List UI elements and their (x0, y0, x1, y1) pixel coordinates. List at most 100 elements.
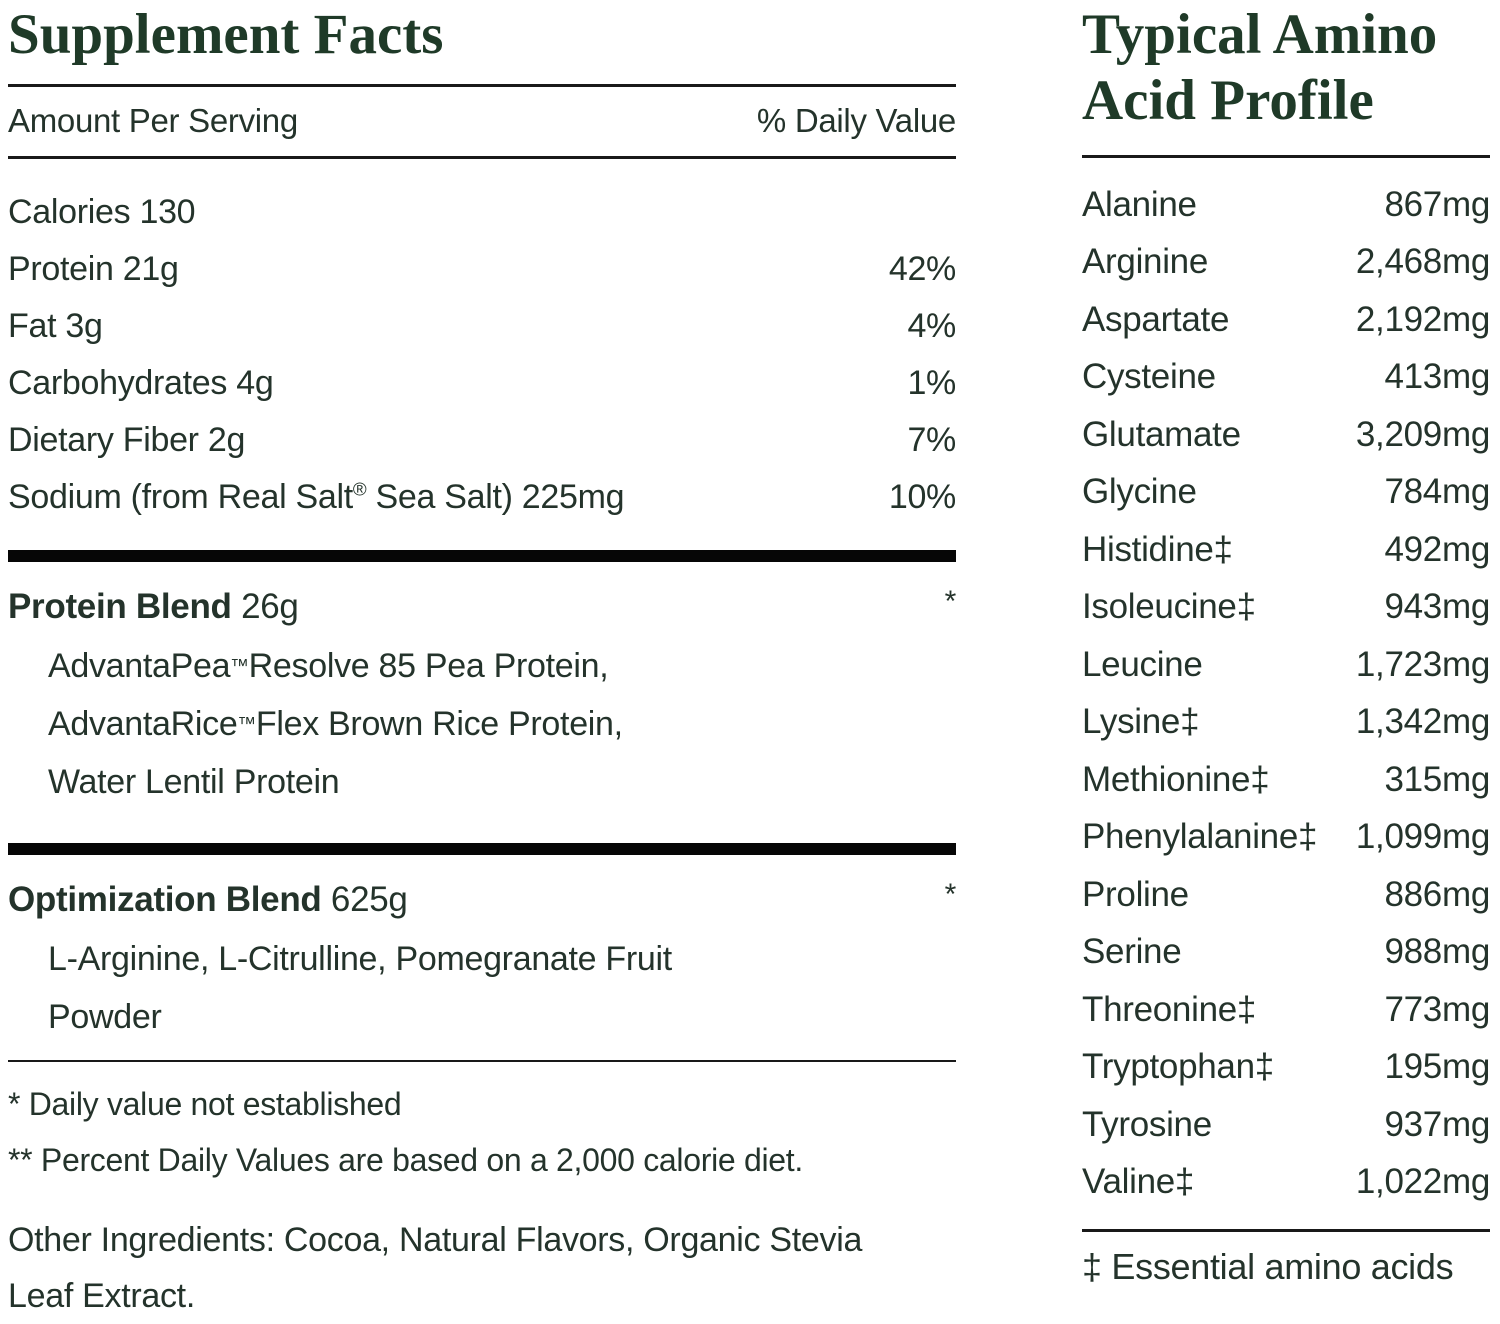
amino-amount: 867mg (1384, 184, 1490, 224)
amino-amount: 937mg (1384, 1104, 1490, 1144)
amino-name: Aspartate (1082, 299, 1230, 339)
amino-amount: 1,099mg (1355, 817, 1490, 857)
nutrient-daily-value: 42% (888, 250, 956, 288)
amino-row: Glycine 784mg (1082, 464, 1490, 522)
nutrient-row: Calories 130 (8, 184, 956, 241)
blend-amount: 26g (241, 587, 299, 626)
amino-row: Histidine‡ 492mg (1082, 521, 1490, 579)
blend-name: Protein Blend (8, 587, 232, 626)
section-bar-protein-blend (8, 550, 956, 562)
amino-row: Isoleucine‡ 943mg (1082, 579, 1490, 637)
amino-name: Histidine‡ (1082, 529, 1233, 569)
amount-per-serving-label: Amount Per Serving (8, 102, 298, 139)
footnote-line: * Daily value not established (8, 1085, 402, 1122)
ingredient-line: Powder (48, 997, 162, 1036)
nutrient-row: Dietary Fiber 2g 7% (8, 412, 956, 469)
amino-row: Alanine 867mg (1082, 176, 1490, 234)
amino-row: Glutamate 3,209mg (1082, 406, 1490, 464)
ingredient-line: AdvantaRice ™ Flex Brown Rice Protein, (48, 704, 623, 743)
nutrient-label: Protein 21g (8, 250, 179, 288)
optimization-blend-title: Optimization Blend 625g (8, 880, 408, 920)
amino-row: Leucine 1,723mg (1082, 636, 1490, 694)
nutrient-rows: Calories 130 Protein 21g 42% Fat 3g 4% C… (8, 184, 956, 526)
amino-name: Isoleucine‡ (1082, 587, 1256, 627)
amino-name: Valine‡ (1082, 1162, 1195, 1202)
blend-daily-value-asterisk: * (944, 585, 957, 618)
amino-amount: 3,209mg (1355, 414, 1490, 454)
facts-column-header: Amount Per Serving % Daily Value (8, 87, 956, 156)
facts-header-rule (8, 156, 956, 159)
amino-rows: Alanine 867mg Arginine 2,468mg Aspartate… (1082, 176, 1490, 1211)
footnotes: * Daily value not established ** Percent… (8, 1076, 956, 1188)
amino-row: Phenylalanine‡ 1,099mg (1082, 809, 1490, 867)
amino-name: Proline (1082, 874, 1189, 914)
section-bar-optimization-blend (8, 843, 956, 855)
essential-amino-footnote: ‡ Essential amino acids (1082, 1246, 1454, 1287)
nutrient-label: Calories 130 (8, 193, 196, 231)
blend-amount: 625g (330, 880, 408, 919)
amino-title-line2: Acid Profile (1082, 69, 1374, 132)
protein-blend-ingredients: AdvantaPea ™ Resolve 85 Pea Protein, Adva… (8, 637, 956, 811)
amino-amount: 773mg (1384, 989, 1490, 1029)
amino-amount: 2,192mg (1355, 299, 1490, 339)
amino-amount: 2,468mg (1355, 242, 1490, 282)
amino-row: Tryptophan‡ 195mg (1082, 1039, 1490, 1097)
amino-amount: 492mg (1384, 529, 1490, 569)
amino-amount: 195mg (1384, 1047, 1490, 1087)
amino-name: Phenylalanine‡ (1082, 817, 1318, 857)
amino-row: Serine 988mg (1082, 924, 1490, 982)
amino-title-rule (1082, 155, 1490, 158)
other-ingredients-text: Other Ingredients: Cocoa, Natural Flavor… (8, 1221, 863, 1315)
amino-name: Threonine‡ (1082, 989, 1257, 1029)
amino-row: Valine‡ 1,022mg (1082, 1154, 1490, 1212)
amino-amount: 943mg (1384, 587, 1490, 627)
amino-row: Lysine‡ 1,342mg (1082, 694, 1490, 752)
amino-name: Arginine (1082, 242, 1209, 282)
nutrient-row: Carbohydrates 4g 1% (8, 355, 956, 412)
optimization-blend-header: Optimization Blend 625g * (8, 880, 956, 920)
amino-name: Tyrosine (1082, 1104, 1212, 1144)
amino-name: Leucine (1082, 644, 1203, 684)
amino-row: Arginine 2,468mg (1082, 234, 1490, 292)
amino-bottom-rule (1082, 1229, 1490, 1232)
amino-profile-title: Typical Amino Acid Profile (1082, 2, 1490, 134)
amino-row: Methionine‡ 315mg (1082, 751, 1490, 809)
ingredient-line: L-Arginine, L-Citrulline, Pomegranate Fr… (48, 939, 672, 978)
nutrient-daily-value: 4% (907, 307, 956, 345)
nutrient-daily-value: 1% (907, 364, 956, 402)
amino-amount: 988mg (1384, 932, 1490, 972)
ingredient-line: AdvantaPea ™ Resolve 85 Pea Protein, (48, 646, 609, 685)
amino-amount: 1,342mg (1355, 702, 1490, 742)
amino-name: Tryptophan‡ (1082, 1047, 1274, 1087)
amino-name: Alanine (1082, 184, 1197, 224)
amino-row: Proline 886mg (1082, 866, 1490, 924)
protein-blend-header: Protein Blend 26g * (8, 587, 956, 627)
nutrient-row: Fat 3g 4% (8, 298, 956, 355)
amino-name: Glutamate (1082, 414, 1241, 454)
amino-row: Cysteine 413mg (1082, 349, 1490, 407)
amino-name: Glycine (1082, 472, 1197, 512)
amino-row: Aspartate 2,192mg (1082, 291, 1490, 349)
daily-value-label: % Daily Value (756, 102, 956, 139)
nutrient-label: Carbohydrates 4g (8, 364, 274, 402)
amino-title-line1: Typical Amino (1082, 3, 1438, 66)
facts-title-rule (8, 84, 956, 87)
ingredient-line: Water Lentil Protein (48, 762, 340, 801)
nutrient-label: Dietary Fiber 2g (8, 421, 246, 459)
amino-amount: 784mg (1384, 472, 1490, 512)
optimization-blend-ingredients: L-Arginine, L-Citrulline, Pomegranate Fr… (8, 930, 956, 1046)
protein-blend-title: Protein Blend 26g (8, 587, 299, 627)
amino-name: Lysine‡ (1082, 702, 1200, 742)
amino-acid-profile-panel: Typical Amino Acid Profile Alanine 867mg… (1082, 0, 1490, 1290)
nutrient-label: Fat 3g (8, 307, 103, 345)
footnote-line: ** Percent Daily Values are based on a 2… (8, 1141, 803, 1178)
amino-amount: 886mg (1384, 874, 1490, 914)
footnote-rule (8, 1060, 956, 1062)
amino-name: Cysteine (1082, 357, 1216, 397)
amino-amount: 413mg (1384, 357, 1490, 397)
amino-amount: 315mg (1384, 759, 1490, 799)
supplement-facts-title: Supplement Facts (8, 3, 444, 66)
amino-row: Tyrosine 937mg (1082, 1096, 1490, 1154)
nutrient-row: Protein 21g 42% (8, 241, 956, 298)
amino-row: Threonine‡ 773mg (1082, 981, 1490, 1039)
